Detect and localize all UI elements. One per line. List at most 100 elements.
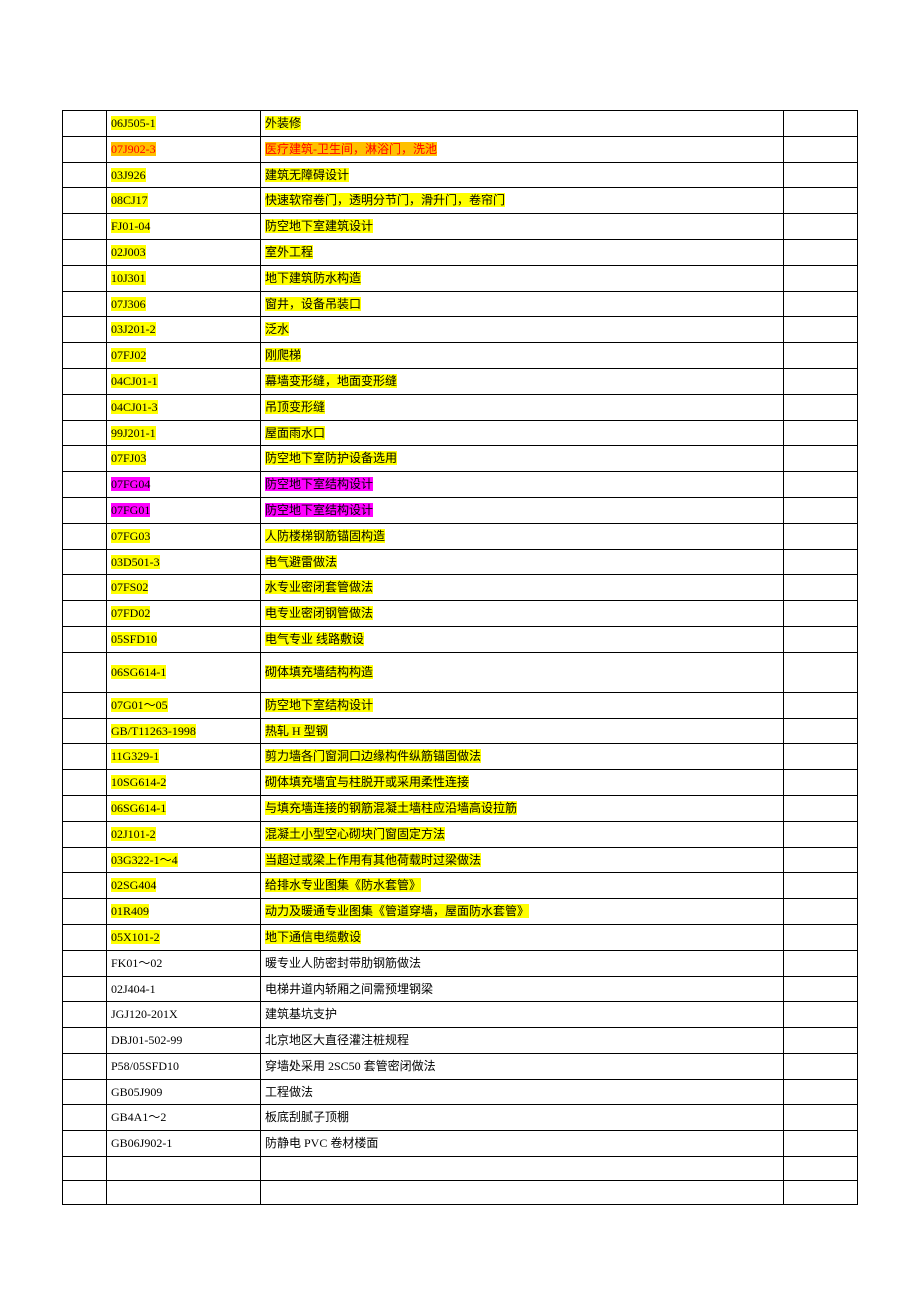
code-text: 07J902-3 xyxy=(111,142,156,156)
code-text: 07G01～05 xyxy=(111,698,168,712)
table-cell-extra xyxy=(784,601,858,627)
desc-text: 防静电 PVC 卷材楼面 xyxy=(265,1136,378,1150)
table-cell-index xyxy=(63,652,107,692)
table-cell-index xyxy=(63,214,107,240)
table-cell-index xyxy=(63,111,107,137)
table-cell-code: 03J926 xyxy=(107,162,261,188)
table-row: 99J201-1屋面雨水口 xyxy=(63,420,858,446)
table-cell-extra xyxy=(784,239,858,265)
table-row: 02SG404 给排水专业图集《防水套管》 xyxy=(63,873,858,899)
desc-text: 幕墙变形缝，地面变形缝 xyxy=(265,374,397,388)
spec-table-body: 06J505-1外装修07J902-3医疗建筑-卫生间，淋浴门，洗池03J926… xyxy=(63,111,858,1205)
code-text: GB06J902-1 xyxy=(111,1136,172,1150)
code-text: 02J101-2 xyxy=(111,827,156,841)
table-cell-index xyxy=(63,317,107,343)
table-row: 08CJ17 快速软帘卷门，透明分节门，滑升门，卷帘门 xyxy=(63,188,858,214)
table-cell-index xyxy=(63,899,107,925)
table-cell-desc: 刚爬梯 xyxy=(261,343,784,369)
code-text: P58/05SFD10 xyxy=(111,1059,179,1073)
table-cell-desc: 外装修 xyxy=(261,111,784,137)
table-cell-desc: 人防楼梯钢筋锚固构造 xyxy=(261,523,784,549)
table-row xyxy=(63,1157,858,1181)
table-cell-extra xyxy=(784,136,858,162)
table-row xyxy=(63,1181,858,1205)
table-cell-code: 01R409 xyxy=(107,899,261,925)
table-cell-extra xyxy=(784,795,858,821)
table-cell-code: 08CJ17 xyxy=(107,188,261,214)
table-cell-desc: 地下建筑防水构造 xyxy=(261,265,784,291)
table-cell-extra xyxy=(784,718,858,744)
desc-text: 电气专业 线路敷设 xyxy=(265,632,364,646)
code-text: 07FJ02 xyxy=(111,348,146,362)
table-cell-index xyxy=(63,1053,107,1079)
table-row: 03J926建筑无障碍设计 xyxy=(63,162,858,188)
table-cell-code: 05X101-2 xyxy=(107,924,261,950)
table-row: GB06J902-1 防静电 PVC 卷材楼面 xyxy=(63,1131,858,1157)
table-cell-extra xyxy=(784,770,858,796)
table-cell-desc: 给排水专业图集《防水套管》 xyxy=(261,873,784,899)
table-row: 07FJ03防空地下室防护设备选用 xyxy=(63,446,858,472)
code-text: 02J003 xyxy=(111,245,146,259)
table-cell-code: GB/T11263-1998 xyxy=(107,718,261,744)
table-cell-extra xyxy=(784,950,858,976)
table-cell-extra xyxy=(784,343,858,369)
code-text: 03D501-3 xyxy=(111,555,160,569)
table-cell-desc: 防静电 PVC 卷材楼面 xyxy=(261,1131,784,1157)
table-cell-index xyxy=(63,1157,107,1181)
table-row: 07J306窗井，设备吊装口 xyxy=(63,291,858,317)
desc-text: 快速软帘卷门，透明分节门，滑升门，卷帘门 xyxy=(265,193,505,207)
table-row: 03G322-1～4当超过或梁上作用有其他荷载时过梁做法 xyxy=(63,847,858,873)
table-cell-code: 07FJ02 xyxy=(107,343,261,369)
table-cell-desc xyxy=(261,1181,784,1205)
table-row: 03D501-3电气避雷做法 xyxy=(63,549,858,575)
table-cell-index xyxy=(63,343,107,369)
code-text: 10SG614-2 xyxy=(111,775,166,789)
code-text: 03G322-1～4 xyxy=(111,853,178,867)
table-cell-desc: 建筑无障碍设计 xyxy=(261,162,784,188)
table-cell-index xyxy=(63,626,107,652)
table-cell-index xyxy=(63,497,107,523)
table-row: 07FJ02 刚爬梯 xyxy=(63,343,858,369)
table-row: 02J101-2混凝土小型空心砌块门窗固定方法 xyxy=(63,821,858,847)
desc-text: 外装修 xyxy=(265,116,301,130)
table-cell-desc: 防空地下室结构设计 xyxy=(261,472,784,498)
table-row: 03J201-2泛水 xyxy=(63,317,858,343)
table-cell-code: 07J902-3 xyxy=(107,136,261,162)
table-cell-desc: 窗井，设备吊装口 xyxy=(261,291,784,317)
table-cell-extra xyxy=(784,1002,858,1028)
table-cell-extra xyxy=(784,1079,858,1105)
desc-text: 砌体填充墙宜与柱脱开或采用柔性连接 xyxy=(265,775,469,789)
table-row: 10SG614-2 砌体填充墙宜与柱脱开或采用柔性连接 xyxy=(63,770,858,796)
table-cell-index xyxy=(63,575,107,601)
table-cell-code: 04CJ01-3 xyxy=(107,394,261,420)
table-cell-index xyxy=(63,368,107,394)
table-row: 04CJ01-3吊顶变形缝 xyxy=(63,394,858,420)
table-cell-index xyxy=(63,1105,107,1131)
table-cell-index xyxy=(63,265,107,291)
table-cell-code: JGJ120-201X xyxy=(107,1002,261,1028)
table-cell-index xyxy=(63,136,107,162)
table-row: 05SFD10电气专业 线路敷设 xyxy=(63,626,858,652)
table-cell-index xyxy=(63,1131,107,1157)
table-cell-desc: 电专业密闭钢管做法 xyxy=(261,601,784,627)
desc-text: 剪力墙各门窗洞口边缘构件纵筋锚固做法 xyxy=(265,749,481,763)
desc-text: 电梯井道内轿厢之间需预埋钢梁 xyxy=(265,982,433,996)
table-cell-code: 02J404-1 xyxy=(107,976,261,1002)
table-cell-index xyxy=(63,601,107,627)
table-cell-extra xyxy=(784,394,858,420)
table-cell-index xyxy=(63,239,107,265)
table-cell-desc xyxy=(261,1157,784,1181)
table-cell-code: 07FS02 xyxy=(107,575,261,601)
code-text: JGJ120-201X xyxy=(111,1007,178,1021)
table-cell-extra xyxy=(784,111,858,137)
desc-text: 建筑基坑支护 xyxy=(265,1007,337,1021)
spec-table: 06J505-1外装修07J902-3医疗建筑-卫生间，淋浴门，洗池03J926… xyxy=(62,110,858,1205)
table-cell-extra xyxy=(784,744,858,770)
code-text: 06J505-1 xyxy=(111,116,156,130)
table-cell-index xyxy=(63,924,107,950)
code-text: 02SG404 xyxy=(111,878,156,892)
code-text: GB05J909 xyxy=(111,1085,162,1099)
table-cell-code: GB05J909 xyxy=(107,1079,261,1105)
table-cell-extra xyxy=(784,265,858,291)
desc-text: 给排水专业图集《防水套管》 xyxy=(265,878,421,892)
